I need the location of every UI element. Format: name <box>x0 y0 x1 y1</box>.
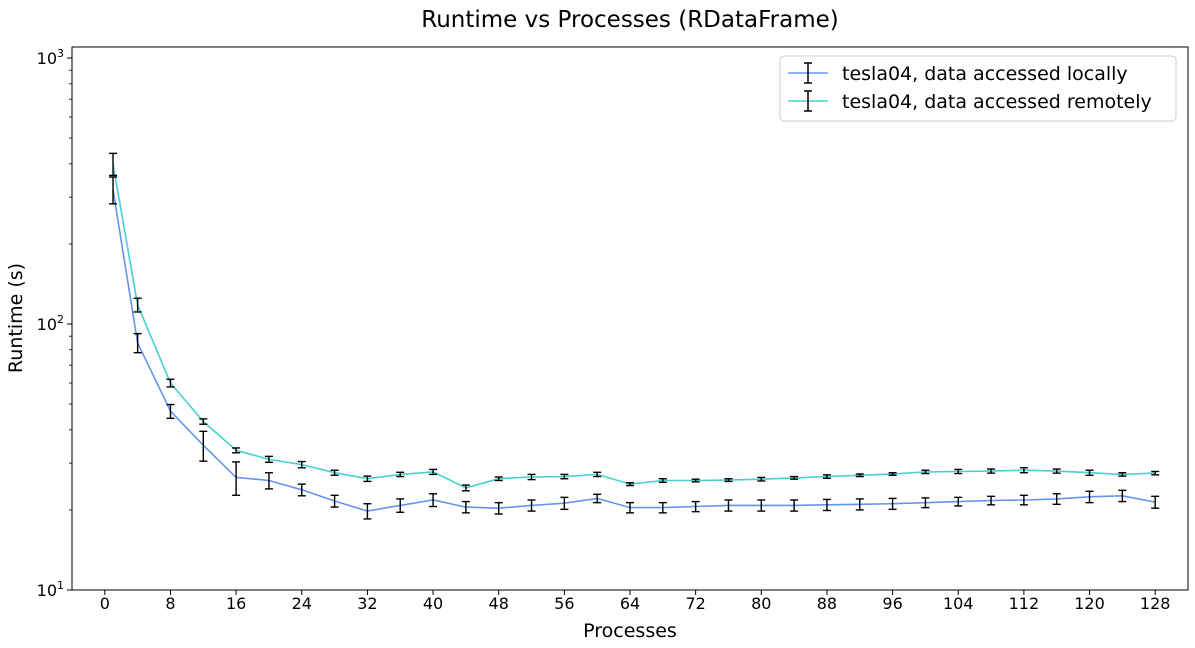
x-tick-label: 96 <box>882 594 902 613</box>
y-axis-ticks: 101 102 103 <box>37 47 72 600</box>
x-tick-label: 128 <box>1140 594 1171 613</box>
y-tick-label: 101 <box>37 579 64 600</box>
x-axis-ticks: 0 8 16 24 32 40 48 56 64 72 80 88 96 104 112 120 128 <box>100 590 1171 613</box>
x-tick-label: 40 <box>423 594 443 613</box>
legend-box <box>779 55 1177 122</box>
legend-entry-remote: tesla04, data accessed remotely <box>788 90 1152 113</box>
series-line-1 <box>112 163 1156 489</box>
x-tick-label: 80 <box>751 594 771 613</box>
plot-area <box>109 152 1160 520</box>
x-tick-label: 0 <box>100 594 110 613</box>
x-tick-label: 32 <box>357 594 377 613</box>
legend-label-remote: tesla04, data accessed remotely <box>842 91 1152 113</box>
x-tick-label: 120 <box>1074 594 1105 613</box>
y-tick-label: 103 <box>37 47 64 68</box>
x-tick-label: 56 <box>554 594 574 613</box>
x-tick-label: 64 <box>620 594 640 613</box>
chart-title: Runtime vs Processes (RDataFrame) <box>421 7 838 33</box>
plot-frame <box>71 46 1189 591</box>
x-tick-label: 72 <box>685 594 705 613</box>
legend: tesla04, data accessed locally tesla04, … <box>779 55 1177 122</box>
x-tick-label: 48 <box>489 594 509 613</box>
y-tick-label: 102 <box>37 313 64 334</box>
x-tick-label: 104 <box>943 594 974 613</box>
x-tick-label: 112 <box>1009 594 1040 613</box>
legend-label-local: tesla04, data accessed locally <box>842 63 1128 85</box>
legend-entry-local: tesla04, data accessed locally <box>788 62 1128 85</box>
y-axis-label: Runtime (s) <box>5 263 27 373</box>
x-tick-label: 8 <box>165 594 175 613</box>
x-tick-label: 24 <box>292 594 312 613</box>
x-tick-label: 16 <box>226 594 246 613</box>
x-axis-label: Processes <box>583 620 677 642</box>
x-tick-label: 88 <box>817 594 837 613</box>
